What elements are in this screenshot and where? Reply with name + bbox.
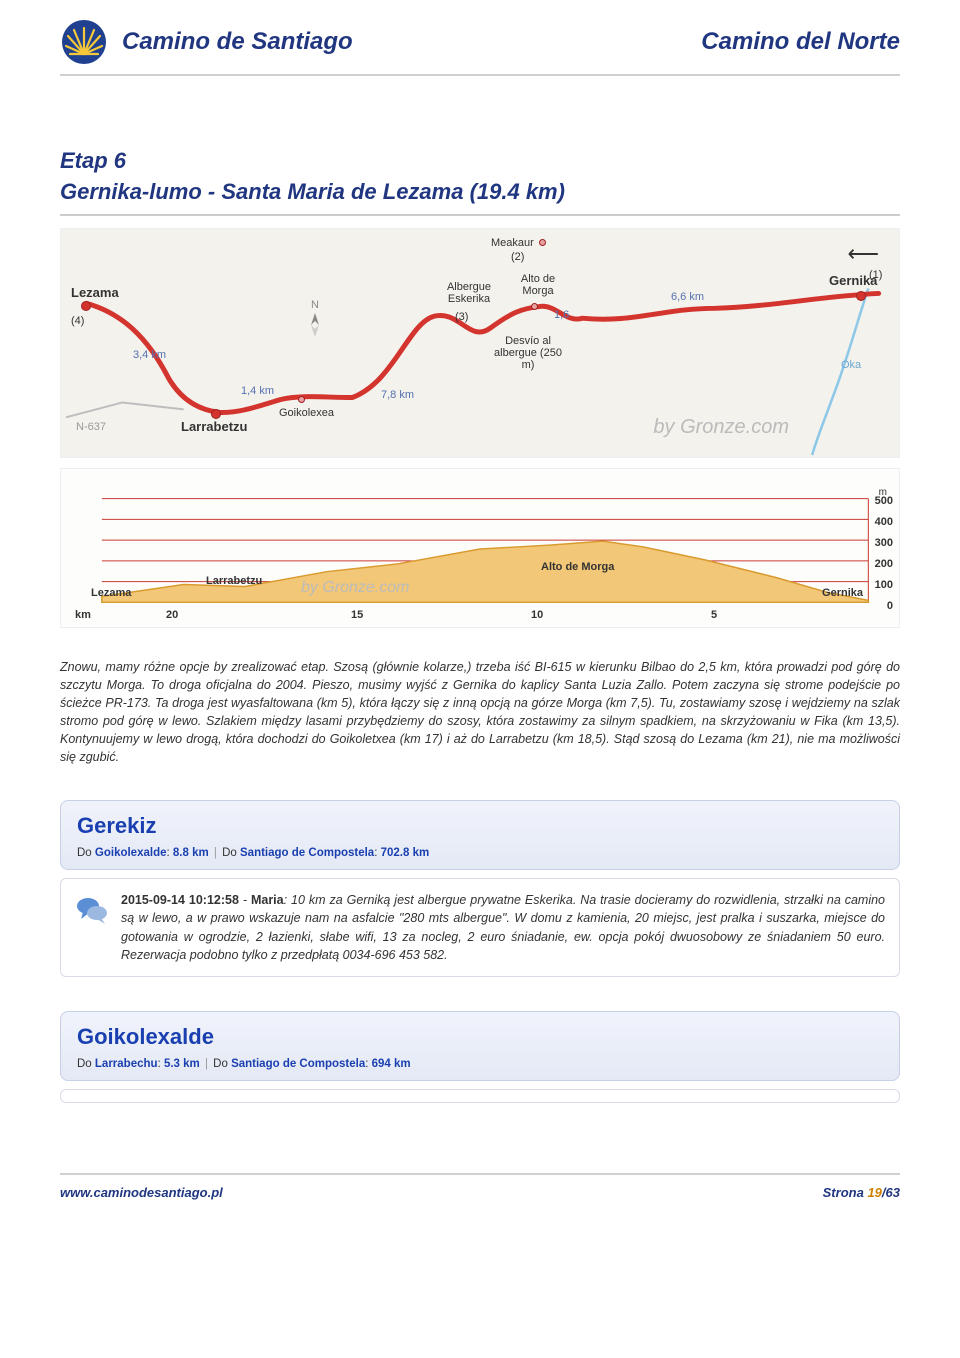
dist-dest: Santiago de Compostela (231, 1058, 365, 1070)
dist-value: 8.8 km (173, 847, 209, 859)
map-label-albergue-num: (3) (455, 311, 468, 323)
elev-x-5: 5 (711, 609, 717, 621)
map-label-meakaur: Meakaur (491, 237, 534, 249)
elev-y-500: 500 (875, 495, 893, 507)
elev-label-larrabetzu: Larrabetzu (206, 575, 262, 587)
map-dist-78: 7,8 km (381, 389, 414, 401)
elev-label-lezama: Lezama (91, 587, 131, 599)
stage-heading: Etap 6 Gernika-lumo - Santa Maria de Lez… (60, 146, 900, 216)
place-distances: Do Larrabechu: 5.3 km | Do Santiago de C… (77, 1058, 883, 1070)
footer-url[interactable]: www.caminodesantiago.pl (60, 1185, 223, 1200)
map-dist-66: 6,6 km (671, 291, 704, 303)
route-title: Camino del Norte (701, 28, 900, 56)
place-box-gerekiz: Gerekiz Do Goikolexalde: 8.8 km | Do San… (60, 800, 900, 870)
map-label-lezama: Lezama (71, 285, 119, 300)
map-label-oka: Oka (841, 359, 861, 371)
map-dist-34: 3,4 km (133, 349, 166, 361)
map-label-n637: N-637 (76, 421, 106, 433)
map-dist-14: 1,4 km (241, 385, 274, 397)
map-dot-goikolexea (298, 396, 305, 403)
page-current: 19 (867, 1185, 881, 1200)
separator: | (214, 847, 217, 859)
map-label-gernika-num: (1) (869, 269, 882, 281)
place-box-goikolexalde: Goikolexalde Do Larrabechu: 5.3 km | Do … (60, 1011, 900, 1081)
comment-timestamp: 2015-09-14 10:12:58 (121, 893, 239, 907)
comment-box: 2015-09-14 10:12:58 - Maria: 10 km za Ge… (60, 878, 900, 977)
elevation-chart: m 500 400 300 200 100 0 Lezama Larrabetz… (60, 468, 900, 628)
page-footer: www.caminodesantiago.pl Strona 19/63 (60, 1173, 900, 1220)
dist-label: Do (77, 1058, 92, 1070)
elev-label-gernika: Gernika (822, 587, 863, 599)
comment-box-empty (60, 1089, 900, 1103)
map-label-alto-de-morga: Alto de Morga (513, 273, 563, 297)
elev-label-morga: Alto de Morga (541, 561, 614, 573)
map-label-albergue: Albergue Eskerika (441, 281, 497, 305)
place-title: Goikolexalde (77, 1024, 883, 1050)
map-label-goikolexea: Goikolexea (279, 407, 334, 419)
map-dot-morga (531, 303, 538, 310)
page-total: 63 (886, 1185, 900, 1200)
site-title: Camino de Santiago (122, 28, 701, 56)
place-distances: Do Goikolexalde: 8.8 km | Do Santiago de… (77, 847, 883, 859)
place-title: Gerekiz (77, 813, 883, 839)
page-label: Strona (823, 1185, 864, 1200)
elev-y-300: 300 (875, 537, 893, 549)
separator: | (205, 1058, 208, 1070)
elev-x-20: 20 (166, 609, 178, 621)
dist-value: 5.3 km (164, 1058, 200, 1070)
dist-label: Do (222, 847, 237, 859)
dist-dest: Larrabechu (95, 1058, 158, 1070)
dist-label: Do (213, 1058, 228, 1070)
map-label-lezama-num: (4) (71, 315, 84, 327)
map-dot-meakaur (539, 239, 546, 246)
elev-y-100: 100 (875, 579, 893, 591)
map-label-meakaur-num: (2) (511, 251, 524, 263)
route-map: ⟵ Meakaur (2) Lezama (4) Alto de Morga A… (60, 228, 900, 458)
compass-n-label: N (301, 299, 329, 311)
map-label-larrabetzu: Larrabetzu (181, 419, 247, 434)
elevation-svg (61, 469, 899, 627)
elev-watermark: by Gronze.com (301, 579, 409, 597)
map-dot-gernika (856, 291, 866, 301)
elev-x-unit: km (75, 609, 91, 621)
comment-icon (75, 893, 109, 927)
elev-x-15: 15 (351, 609, 363, 621)
dist-value: 702.8 km (381, 847, 430, 859)
dist-label: Do (77, 847, 92, 859)
direction-arrow-icon: ⟵ (847, 241, 879, 267)
elev-y-200: 200 (875, 558, 893, 570)
dist-dest: Santiago de Compostela (240, 847, 374, 859)
compass-icon: N (301, 299, 329, 342)
dist-dest: Goikolexalde (95, 847, 167, 859)
map-dot-larrabetzu (211, 409, 221, 419)
camino-shell-icon (60, 18, 108, 66)
page-number: Strona 19/63 (823, 1185, 900, 1200)
elev-y-0: 0 (887, 600, 893, 612)
comment-author: Maria (251, 893, 284, 907)
map-watermark: by Gronze.com (653, 416, 789, 439)
stage-label: Etap 6 (60, 148, 126, 173)
elev-y-400: 400 (875, 516, 893, 528)
stage-title: Gernika-lumo - Santa Maria de Lezama (19… (60, 179, 565, 204)
page-header: Camino de Santiago Camino del Norte (60, 0, 900, 76)
elev-x-10: 10 (531, 609, 543, 621)
map-label-desvio: Desvío al albergue (250 m) (493, 335, 563, 371)
map-dist-16: 1,6 (554, 309, 569, 321)
comment-text: 2015-09-14 10:12:58 - Maria: 10 km za Ge… (121, 891, 885, 964)
dist-value: 694 km (372, 1058, 411, 1070)
map-dot-lezama (81, 301, 91, 311)
stage-description: Znowu, mamy różne opcje by zrealizować e… (60, 658, 900, 767)
